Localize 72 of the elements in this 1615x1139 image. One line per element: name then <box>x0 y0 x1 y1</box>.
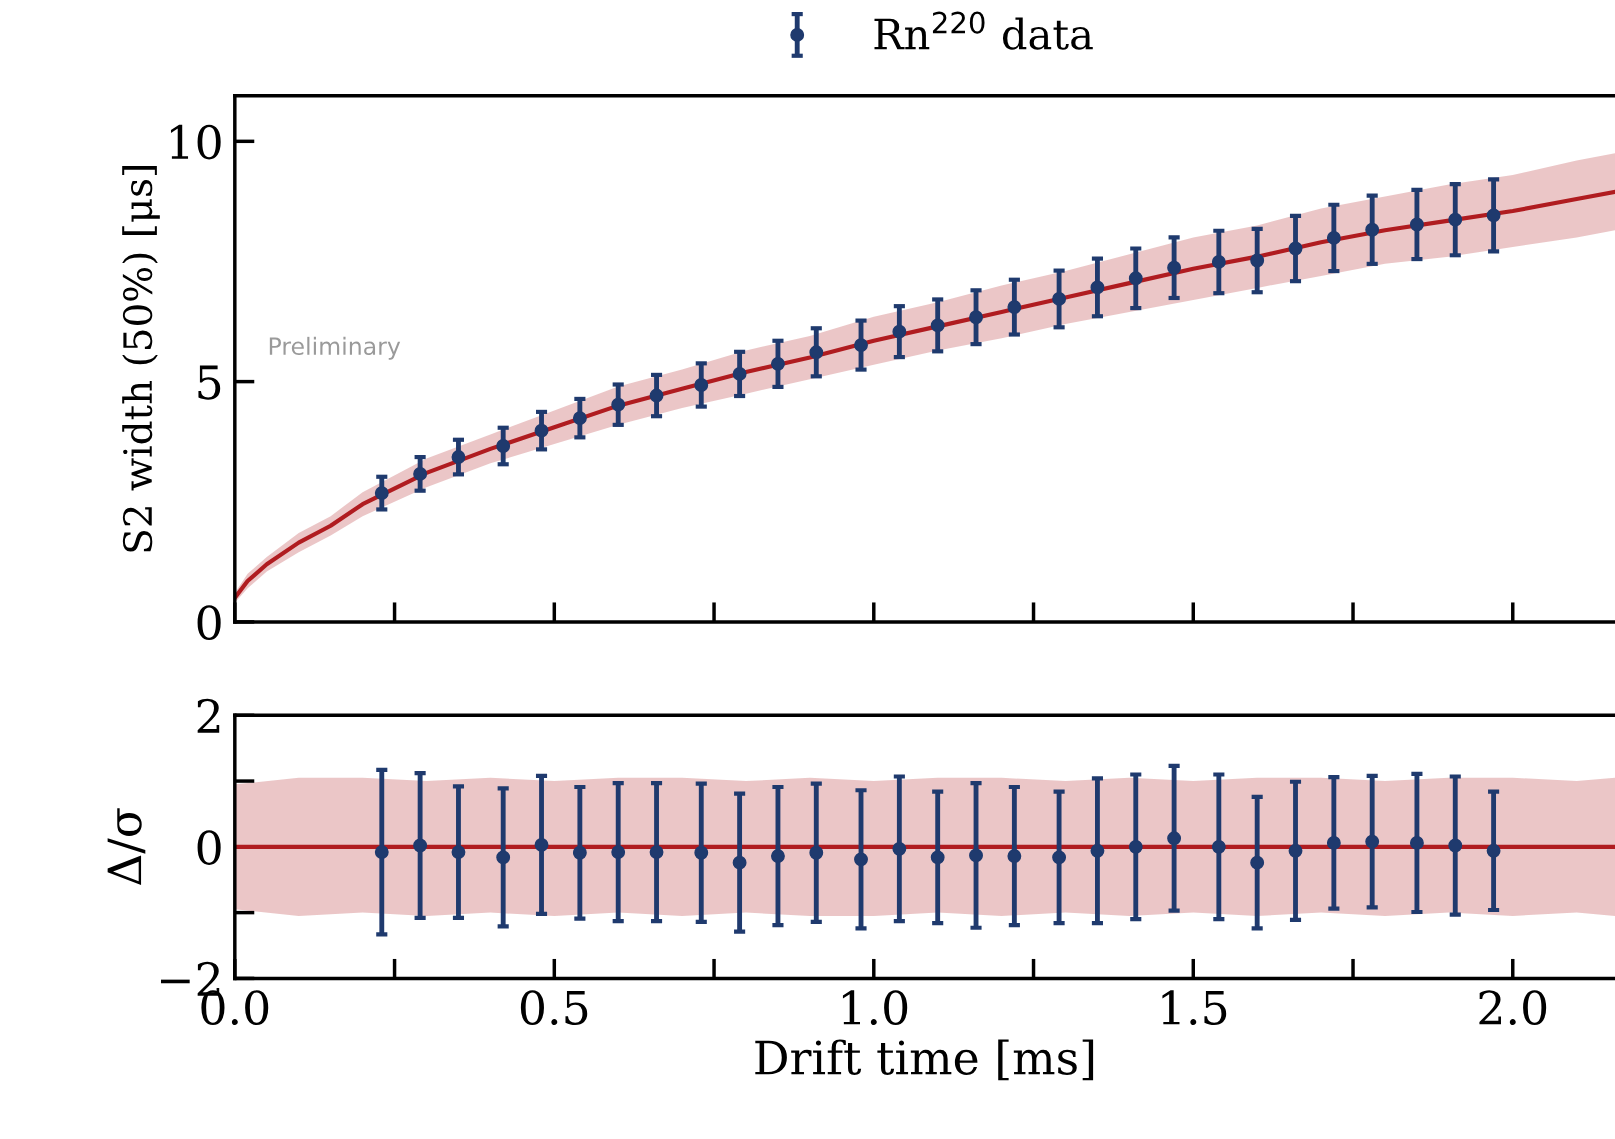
point <box>1448 838 1463 853</box>
y-tick-label: 0 <box>197 605 221 640</box>
point <box>1211 255 1226 269</box>
point <box>611 397 626 412</box>
point <box>694 845 709 860</box>
point <box>930 850 945 865</box>
x-tick-label: 1.0 <box>842 990 908 1025</box>
point <box>1167 831 1182 846</box>
point <box>732 855 747 870</box>
point <box>771 849 785 864</box>
point <box>694 378 709 392</box>
point <box>892 841 907 856</box>
point <box>1486 843 1501 858</box>
point <box>1128 271 1143 286</box>
x-tick-label: 2.0 <box>1479 990 1547 1025</box>
point <box>1326 835 1341 850</box>
point <box>1486 208 1501 223</box>
point <box>1090 843 1105 858</box>
x-tick-label: 0.5 <box>520 990 588 1025</box>
point <box>1365 222 1380 237</box>
point <box>374 845 389 860</box>
y-axis-title: S2 width (50%) [μs] <box>122 166 160 552</box>
y-tick-label: 10 <box>170 124 221 160</box>
point <box>1167 260 1182 275</box>
point <box>969 848 983 863</box>
point <box>413 466 428 481</box>
point <box>892 324 907 339</box>
point <box>771 356 785 371</box>
y-axis-title: Δ/σ <box>107 808 146 886</box>
point <box>572 845 587 860</box>
point <box>496 850 511 865</box>
y-tick-label: 2 <box>197 698 220 733</box>
point <box>1288 843 1303 858</box>
point <box>1365 834 1380 849</box>
point <box>1007 849 1022 864</box>
y-tick-label: 5 <box>198 365 221 400</box>
point <box>854 852 868 867</box>
point <box>1326 230 1341 245</box>
point <box>496 439 511 453</box>
point <box>809 845 824 860</box>
point <box>1409 217 1424 232</box>
point <box>1409 835 1424 850</box>
point <box>649 845 664 860</box>
x-axis-title: Drift time [ms] <box>755 1039 1094 1081</box>
legend-label: Rn$^{220}$ data <box>874 11 1093 50</box>
point <box>413 838 428 853</box>
point <box>534 423 549 438</box>
point <box>732 366 747 381</box>
point <box>930 318 945 333</box>
point <box>1250 855 1265 870</box>
point <box>1128 839 1143 854</box>
point <box>451 845 466 860</box>
point <box>374 486 389 501</box>
point <box>1052 850 1067 865</box>
point <box>1250 253 1265 268</box>
point <box>969 310 983 325</box>
point <box>451 450 466 465</box>
point <box>1288 241 1303 256</box>
point <box>854 338 868 353</box>
point <box>572 411 587 426</box>
point <box>1211 839 1226 854</box>
point <box>1007 300 1022 315</box>
point <box>809 345 824 360</box>
point <box>534 837 549 852</box>
point <box>611 845 626 860</box>
point <box>649 388 664 403</box>
annotation: Preliminary <box>269 336 401 360</box>
x-tick-label: 1.5 <box>1162 990 1227 1025</box>
y-tick-label: 0 <box>197 830 221 865</box>
point <box>1448 212 1463 227</box>
point <box>1090 280 1105 295</box>
point <box>1052 292 1067 306</box>
